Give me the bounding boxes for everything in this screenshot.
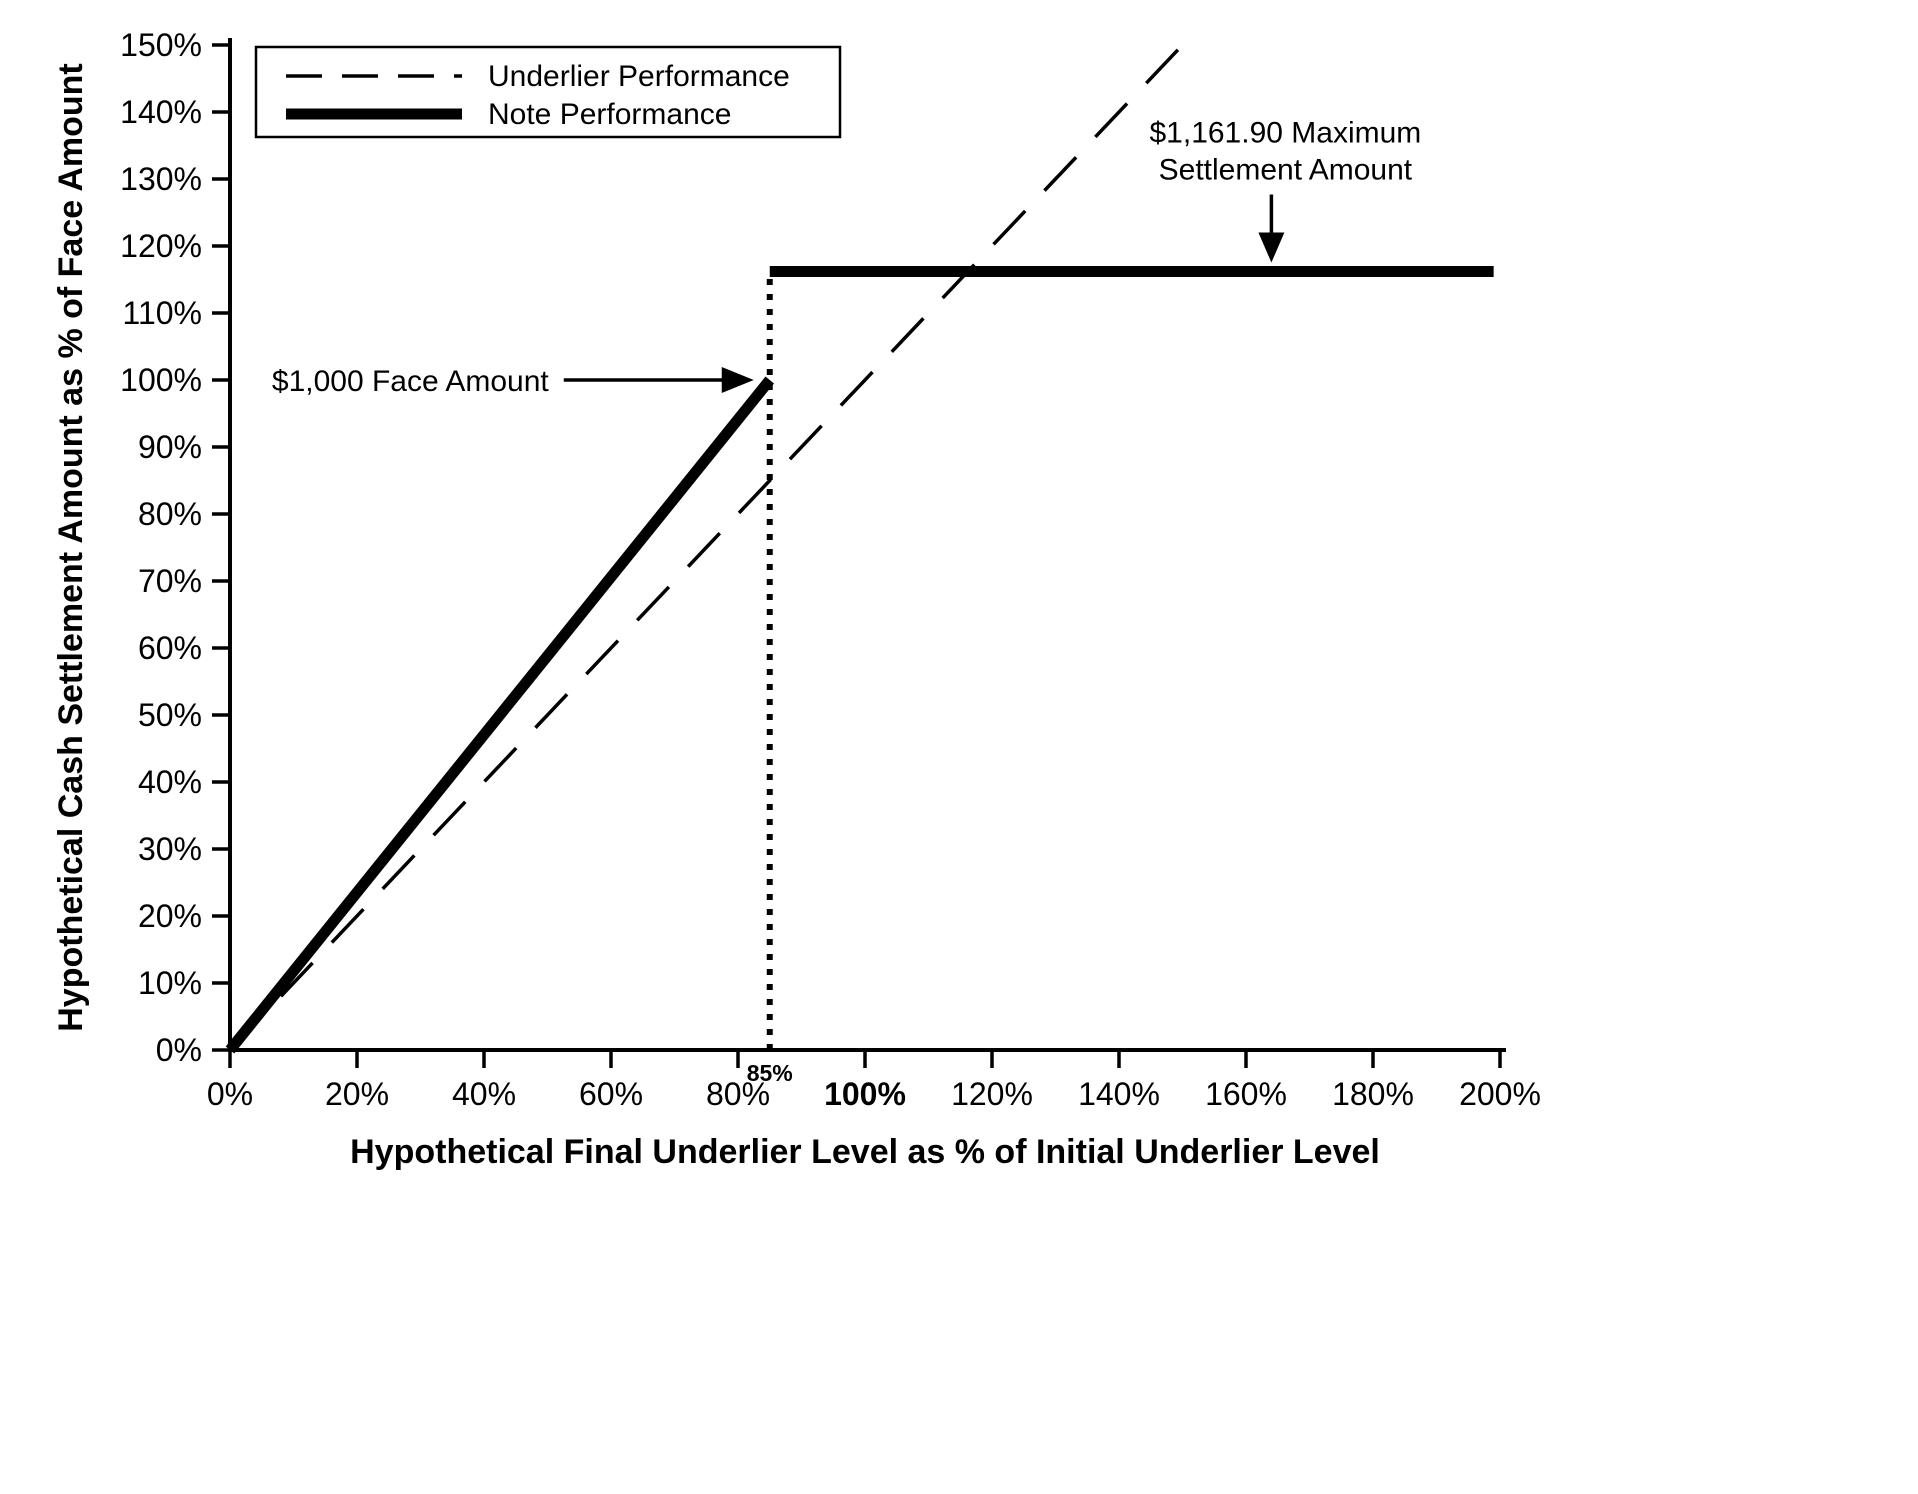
y-tick-label: 70% — [138, 563, 202, 599]
y-tick-label: 140% — [120, 94, 202, 130]
y-tick-label: 120% — [120, 228, 202, 264]
x-tick-label: 200% — [1459, 1076, 1541, 1112]
x-tick-label: 120% — [951, 1076, 1033, 1112]
max-settlement-arrow-head — [1258, 232, 1285, 263]
y-tick-label: 20% — [138, 898, 202, 934]
y-tick-label: 130% — [120, 161, 202, 197]
underlier-performance-line — [228, 43, 1184, 1052]
x-special-tick-label: 85% — [747, 1060, 793, 1086]
y-tick-label: 150% — [120, 27, 202, 63]
x-tick-label: 80% — [706, 1076, 770, 1112]
y-tick-label: 0% — [156, 1032, 202, 1068]
y-tick-label: 30% — [138, 831, 202, 867]
y-tick-label: 40% — [138, 764, 202, 800]
x-tick-label: 140% — [1078, 1076, 1160, 1112]
legend-box — [254, 45, 842, 139]
legend-label: Note Performance — [488, 98, 731, 131]
y-tick-label: 80% — [138, 496, 202, 532]
max-settlement-annotation: $1,161.90 Maximum — [1149, 117, 1421, 150]
x-tick-label: 20% — [325, 1076, 389, 1112]
note-performance-line — [225, 376, 775, 1054]
face-amount-annotation: $1,000 Face Amount — [272, 365, 550, 398]
y-axis-title: Hypothetical Cash Settlement Amount as %… — [52, 63, 90, 1032]
legend-label: Underlier Performance — [488, 60, 790, 93]
y-tick-label: 60% — [138, 630, 202, 666]
y-tick-label: 90% — [138, 429, 202, 465]
x-axis-title: Hypothetical Final Underlier Level as % … — [350, 1133, 1380, 1171]
y-tick-label: 100% — [120, 362, 202, 398]
x-tick-label: 160% — [1205, 1076, 1287, 1112]
y-tick-label: 10% — [138, 965, 202, 1001]
y-tick-label: 50% — [138, 697, 202, 733]
face-amount-arrow-head — [721, 367, 754, 393]
x-tick-label: 60% — [579, 1076, 643, 1112]
x-tick-label: 100% — [824, 1076, 906, 1112]
x-tick-label: 180% — [1332, 1076, 1414, 1112]
y-tick-label: 110% — [123, 295, 202, 331]
max-settlement-annotation: Settlement Amount — [1159, 154, 1413, 187]
x-tick-label: 40% — [452, 1076, 516, 1112]
x-tick-label: 0% — [207, 1076, 253, 1112]
